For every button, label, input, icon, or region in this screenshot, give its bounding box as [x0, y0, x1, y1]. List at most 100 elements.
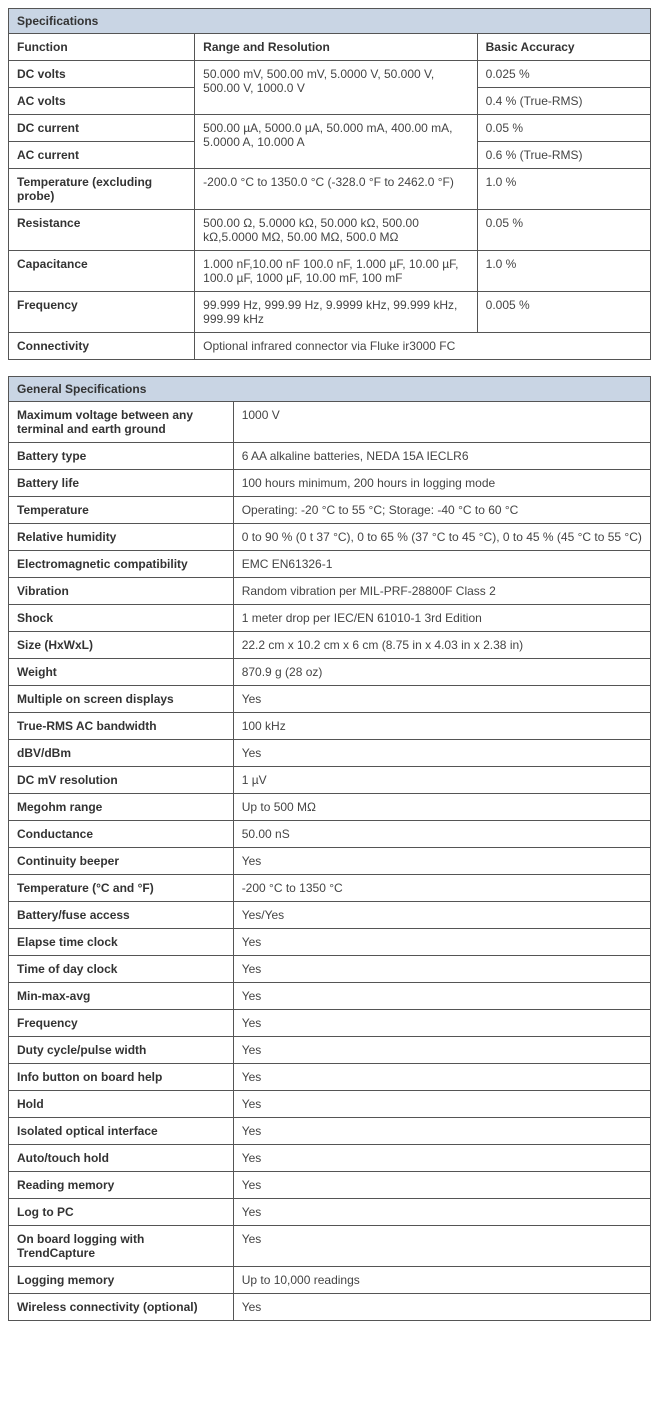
- gen-label: Temperature: [9, 497, 234, 524]
- row-dc-volts: DC volts 50.000 mV, 500.00 mV, 5.0000 V,…: [9, 61, 651, 88]
- gen-value: Yes: [233, 1037, 650, 1064]
- gen-row: Info button on board helpYes: [9, 1064, 651, 1091]
- gen-value: Yes: [233, 1226, 650, 1267]
- gen-value: 0 to 90 % (0 t 37 °C), 0 to 65 % (37 °C …: [233, 524, 650, 551]
- row-capacitance: Capacitance 1.000 nF,10.00 nF 100.0 nF, …: [9, 251, 651, 292]
- gen-value: Yes: [233, 1010, 650, 1037]
- row-frequency: Frequency 99.999 Hz, 999.99 Hz, 9.9999 k…: [9, 292, 651, 333]
- gen-label: Temperature (°C and °F): [9, 875, 234, 902]
- row-temperature: Temperature (excluding probe) -200.0 °C …: [9, 169, 651, 210]
- general-specifications-table: General Specifications Maximum voltage b…: [8, 376, 651, 1321]
- gen-label: dBV/dBm: [9, 740, 234, 767]
- gen-row: Min-max-avgYes: [9, 983, 651, 1010]
- gen-value: 22.2 cm x 10.2 cm x 6 cm (8.75 in x 4.03…: [233, 632, 650, 659]
- gen-label: Hold: [9, 1091, 234, 1118]
- gen-row: Multiple on screen displaysYes: [9, 686, 651, 713]
- gen-value: Operating: -20 °C to 55 °C; Storage: -40…: [233, 497, 650, 524]
- gen-row: True-RMS AC bandwidth100 kHz: [9, 713, 651, 740]
- row-resistance: Resistance 500.00 Ω, 5.0000 kΩ, 50.000 k…: [9, 210, 651, 251]
- gen-label: Maximum voltage between any terminal and…: [9, 402, 234, 443]
- gen-label: Vibration: [9, 578, 234, 605]
- gen-value: Yes: [233, 1145, 650, 1172]
- gen-label: Logging memory: [9, 1267, 234, 1294]
- gen-label: Frequency: [9, 1010, 234, 1037]
- label: AC current: [9, 142, 195, 169]
- gen-row: dBV/dBmYes: [9, 740, 651, 767]
- gen-value: -200 °C to 1350 °C: [233, 875, 650, 902]
- label: AC volts: [9, 88, 195, 115]
- gen-value: 1 meter drop per IEC/EN 61010-1 3rd Edit…: [233, 605, 650, 632]
- gen-value: Yes: [233, 848, 650, 875]
- gen-row: DC mV resolution1 µV: [9, 767, 651, 794]
- range: -200.0 °C to 1350.0 °C (-328.0 °F to 246…: [195, 169, 477, 210]
- col-accuracy: Basic Accuracy: [477, 34, 650, 61]
- gen-label: Reading memory: [9, 1172, 234, 1199]
- gen-value: 50.00 nS: [233, 821, 650, 848]
- range: 99.999 Hz, 999.99 Hz, 9.9999 kHz, 99.999…: [195, 292, 477, 333]
- accuracy: 0.6 % (True-RMS): [477, 142, 650, 169]
- gen-value: 6 AA alkaline batteries, NEDA 15A IECLR6: [233, 443, 650, 470]
- gen-value: Up to 10,000 readings: [233, 1267, 650, 1294]
- gen-value: Yes: [233, 1064, 650, 1091]
- gen-title: General Specifications: [9, 377, 651, 402]
- gen-value: Yes: [233, 1294, 650, 1321]
- gen-row: Battery type6 AA alkaline batteries, NED…: [9, 443, 651, 470]
- gen-value: Yes: [233, 686, 650, 713]
- gen-value: Random vibration per MIL-PRF-28800F Clas…: [233, 578, 650, 605]
- gen-row: Wireless connectivity (optional)Yes: [9, 1294, 651, 1321]
- gen-row: Weight870.9 g (28 oz): [9, 659, 651, 686]
- gen-label: Duty cycle/pulse width: [9, 1037, 234, 1064]
- gen-row: Conductance50.00 nS: [9, 821, 651, 848]
- gen-row: TemperatureOperating: -20 °C to 55 °C; S…: [9, 497, 651, 524]
- gen-value: Yes: [233, 983, 650, 1010]
- gen-label: Multiple on screen displays: [9, 686, 234, 713]
- label: Connectivity: [9, 333, 195, 360]
- gen-row: Battery life100 hours minimum, 200 hours…: [9, 470, 651, 497]
- gen-value: Yes/Yes: [233, 902, 650, 929]
- accuracy: 0.4 % (True-RMS): [477, 88, 650, 115]
- specifications-table: Specifications Function Range and Resolu…: [8, 8, 651, 360]
- gen-label: True-RMS AC bandwidth: [9, 713, 234, 740]
- gen-label: Battery/fuse access: [9, 902, 234, 929]
- accuracy: 0.05 %: [477, 210, 650, 251]
- gen-value: 100 kHz: [233, 713, 650, 740]
- gen-row: Logging memoryUp to 10,000 readings: [9, 1267, 651, 1294]
- gen-label: Relative humidity: [9, 524, 234, 551]
- specs-header-row: Function Range and Resolution Basic Accu…: [9, 34, 651, 61]
- label: Temperature (excluding probe): [9, 169, 195, 210]
- gen-value: 870.9 g (28 oz): [233, 659, 650, 686]
- gen-row: Time of day clockYes: [9, 956, 651, 983]
- col-function: Function: [9, 34, 195, 61]
- gen-label: On board logging with TrendCapture: [9, 1226, 234, 1267]
- gen-row: Reading memoryYes: [9, 1172, 651, 1199]
- gen-label: Shock: [9, 605, 234, 632]
- gen-value: Yes: [233, 1172, 650, 1199]
- gen-value: Yes: [233, 1199, 650, 1226]
- gen-row: Isolated optical interfaceYes: [9, 1118, 651, 1145]
- gen-value: Yes: [233, 929, 650, 956]
- label: Capacitance: [9, 251, 195, 292]
- gen-row: Electromagnetic compatibilityEMC EN61326…: [9, 551, 651, 578]
- row-connectivity: Connectivity Optional infrared connector…: [9, 333, 651, 360]
- gen-row: FrequencyYes: [9, 1010, 651, 1037]
- gen-row: Battery/fuse accessYes/Yes: [9, 902, 651, 929]
- gen-label: Electromagnetic compatibility: [9, 551, 234, 578]
- gen-value: Yes: [233, 1118, 650, 1145]
- col-range: Range and Resolution: [195, 34, 477, 61]
- label: Resistance: [9, 210, 195, 251]
- range: 1.000 nF,10.00 nF 100.0 nF, 1.000 µF, 10…: [195, 251, 477, 292]
- gen-row: On board logging with TrendCaptureYes: [9, 1226, 651, 1267]
- gen-label: Time of day clock: [9, 956, 234, 983]
- gen-value: 1000 V: [233, 402, 650, 443]
- accuracy: 0.025 %: [477, 61, 650, 88]
- gen-row: Megohm rangeUp to 500 MΩ: [9, 794, 651, 821]
- gen-row: Relative humidity0 to 90 % (0 t 37 °C), …: [9, 524, 651, 551]
- gen-value: Yes: [233, 1091, 650, 1118]
- specs-title-row: Specifications: [9, 9, 651, 34]
- gen-row: Auto/touch holdYes: [9, 1145, 651, 1172]
- gen-row: Elapse time clockYes: [9, 929, 651, 956]
- gen-value: 100 hours minimum, 200 hours in logging …: [233, 470, 650, 497]
- gen-label: Battery type: [9, 443, 234, 470]
- gen-row: Log to PCYes: [9, 1199, 651, 1226]
- gen-row: VibrationRandom vibration per MIL-PRF-28…: [9, 578, 651, 605]
